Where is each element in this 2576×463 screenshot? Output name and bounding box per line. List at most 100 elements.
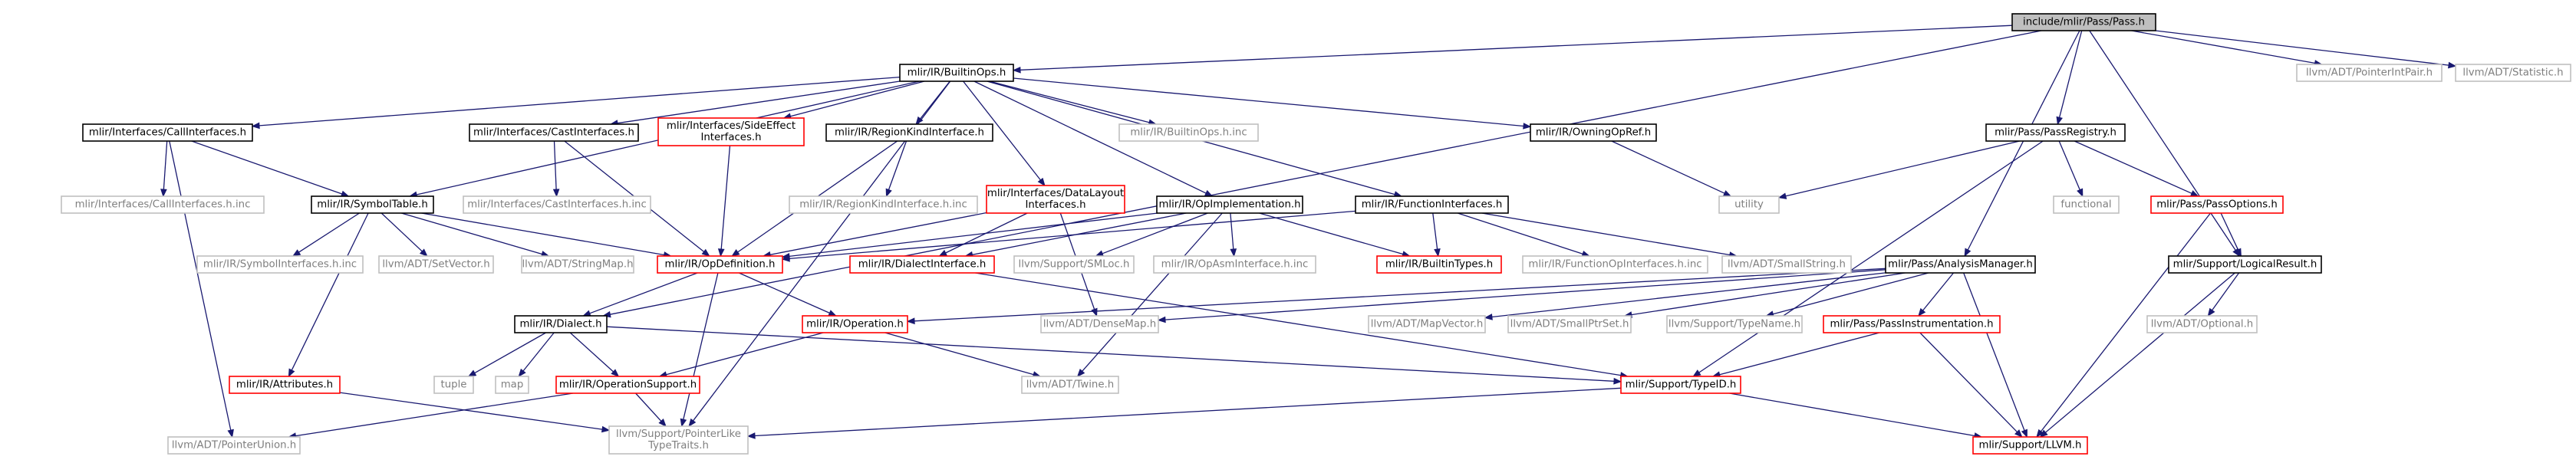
edges-layer: [160, 25, 2457, 439]
edge-line: [2220, 212, 2239, 251]
node-typeid[interactable]: mlir/Support/TypeID.h: [1620, 376, 1741, 394]
edge-line: [169, 140, 232, 431]
edge-line: [1481, 212, 1731, 256]
node-label: llvm/Support/TypeName.h: [1668, 319, 1800, 330]
edge-analysismanager-to-operation: [906, 268, 1886, 325]
edge-symboltable-to-symbolinterfacesinc: [292, 212, 360, 257]
node-label: mlir/Support/LLVM.h: [1979, 440, 2082, 452]
edge-line: [2131, 30, 2315, 64]
edge-line: [1922, 272, 1955, 311]
edge-operationsupport-to-pointerunion: [288, 392, 574, 439]
node-label: mlir/Support/LogicalResult.h: [2173, 259, 2317, 271]
edge-arrowhead: [1722, 190, 1732, 197]
node-llvm[interactable]: mlir/Support/LLVM.h: [1972, 436, 2088, 455]
edge-line: [888, 140, 908, 190]
edge-line: [2074, 140, 2192, 194]
edge-dialect-to-operationsupport: [569, 332, 620, 377]
node-label: llvm/ADT/Statistic.h: [2462, 67, 2563, 79]
edge-callinterfaces-to-callinterfacesinc: [160, 140, 168, 198]
node-box: [1368, 315, 1486, 333]
node-passregistry[interactable]: mlir/Pass/PassRegistry.h: [1985, 123, 2126, 142]
edge-line: [769, 212, 987, 255]
edge-arrowhead: [1484, 314, 1493, 320]
node-box: [521, 255, 634, 274]
node-passoptions[interactable]: mlir/Pass/PassOptions.h: [2150, 195, 2284, 214]
node-analysismanager[interactable]: mlir/Pass/AnalysisManager.h: [1885, 255, 2036, 274]
node-functional: functional: [2053, 195, 2120, 214]
node-operationsupport[interactable]: mlir/IR/OperationSupport.h: [555, 376, 700, 394]
edge-line: [1773, 272, 1929, 315]
node-label: mlir/IR/SymbolTable.h: [317, 199, 428, 211]
node-logicalresult[interactable]: mlir/Support/LogicalResult.h: [2168, 255, 2322, 274]
node-label: llvm/ADT/SetVector.h: [382, 259, 489, 271]
node-label: Interfaces.h: [1025, 199, 1085, 211]
edge-arrowhead: [906, 317, 915, 325]
edge-line: [790, 80, 925, 117]
edge-arrowhead: [1095, 250, 1105, 257]
edge-symboltable-to-opdefinition: [421, 212, 672, 258]
node-builtinopsinc: mlir/IR/BuiltinOps.h.inc: [1118, 123, 1259, 142]
edge-arrowhead: [2235, 248, 2242, 258]
edge-line: [2058, 30, 2083, 118]
node-box: [1718, 195, 1780, 214]
edge-arrowhead: [601, 425, 611, 433]
node-passinstrumentation[interactable]: mlir/Pass/PassInstrumentation.h: [1823, 315, 2001, 333]
node-attributes[interactable]: mlir/IR/Attributes.h: [229, 376, 341, 394]
edge-line: [1611, 140, 1725, 194]
node-opdefinition[interactable]: mlir/IR/OpDefinition.h: [657, 255, 783, 274]
node-box: [555, 376, 700, 394]
edge-callinterfaces-to-symboltable: [191, 140, 350, 197]
node-label: mlir/Pass/PassOptions.h: [2156, 199, 2278, 211]
node-box: [2168, 255, 2322, 274]
node-label: mlir/IR/SymbolInterfaces.h.inc: [203, 259, 357, 271]
edge-line: [589, 272, 698, 314]
node-pass[interactable]: include/mlir/Pass/Pass.h: [2011, 13, 2156, 31]
edge-line: [1785, 140, 2020, 197]
node-regionkind[interactable]: mlir/IR/RegionKindInterface.h: [825, 123, 993, 142]
edge-arrowhead: [582, 310, 591, 317]
edge-analysismanager-to-llvm: [1963, 272, 2028, 438]
node-dialectinterface[interactable]: mlir/IR/DialectInterface.h: [849, 255, 995, 274]
node-label: mlir/IR/RegionKindInterface.h.inc: [799, 199, 967, 211]
node-symboltable[interactable]: mlir/IR/SymbolTable.h: [311, 195, 434, 214]
edge-dialect-to-tuple: [467, 332, 546, 377]
node-operation[interactable]: mlir/IR/Operation.h: [802, 315, 908, 333]
node-label: mlir/Interfaces/SideEffect: [667, 120, 796, 132]
node-dialect[interactable]: mlir/IR/Dialect.h: [514, 315, 608, 333]
node-castinterfaces[interactable]: mlir/Interfaces/CastInterfaces.h: [469, 123, 639, 142]
edge-functioninterfaces-to-opdefinition: [781, 210, 1356, 262]
edge-arrowhead: [717, 248, 725, 258]
edge-arrowhead: [2039, 429, 2048, 438]
node-box: [1355, 195, 1509, 214]
node-functioninterfaces[interactable]: mlir/IR/FunctionInterfaces.h: [1355, 195, 1509, 214]
node-builtintypes[interactable]: mlir/IR/BuiltinTypes.h: [1376, 255, 1502, 274]
node-label: mlir/Interfaces/CallInterfaces.h: [89, 127, 246, 139]
edge-line: [739, 272, 830, 314]
edge-arrowhead: [688, 418, 697, 428]
node-smallstring: llvm/ADT/SmallString.h: [1721, 255, 1852, 274]
node-statistic: llvm/ADT/Statistic.h: [2455, 64, 2571, 82]
edge-castinterfaces-to-castinterfacesinc: [552, 140, 560, 198]
node-box: [1823, 315, 2001, 333]
node-label: mlir/IR/Attributes.h: [236, 379, 333, 391]
node-label: mlir/IR/BuiltinOps.h: [908, 67, 1006, 79]
edge-line: [1020, 25, 2013, 71]
node-label: mlir/Pass/PassRegistry.h: [1995, 127, 2116, 139]
node-callinterfaces[interactable]: mlir/Interfaces/CallInterfaces.h: [82, 123, 253, 142]
edge-arrowhead: [1076, 369, 1085, 378]
edge-line: [975, 272, 1621, 376]
node-label: mlir/IR/OwningOpRef.h: [1536, 127, 1651, 139]
node-owningopref[interactable]: mlir/IR/OwningOpRef.h: [1530, 123, 1657, 142]
node-builtinops[interactable]: mlir/IR/BuiltinOps.h: [899, 64, 1014, 82]
node-box: [2146, 315, 2258, 333]
node-map: map: [495, 376, 529, 394]
edge-line: [1729, 392, 1975, 437]
edge-builtinops-to-owningopref: [1013, 77, 1532, 130]
edge-passinstrumentation-to-typeid: [1711, 332, 1880, 378]
node-box: [2011, 13, 2156, 31]
node-utility: utility: [1718, 195, 1780, 214]
node-opimplementation[interactable]: mlir/IR/OpImplementation.h: [1156, 195, 1303, 214]
node-box: [1721, 255, 1852, 274]
